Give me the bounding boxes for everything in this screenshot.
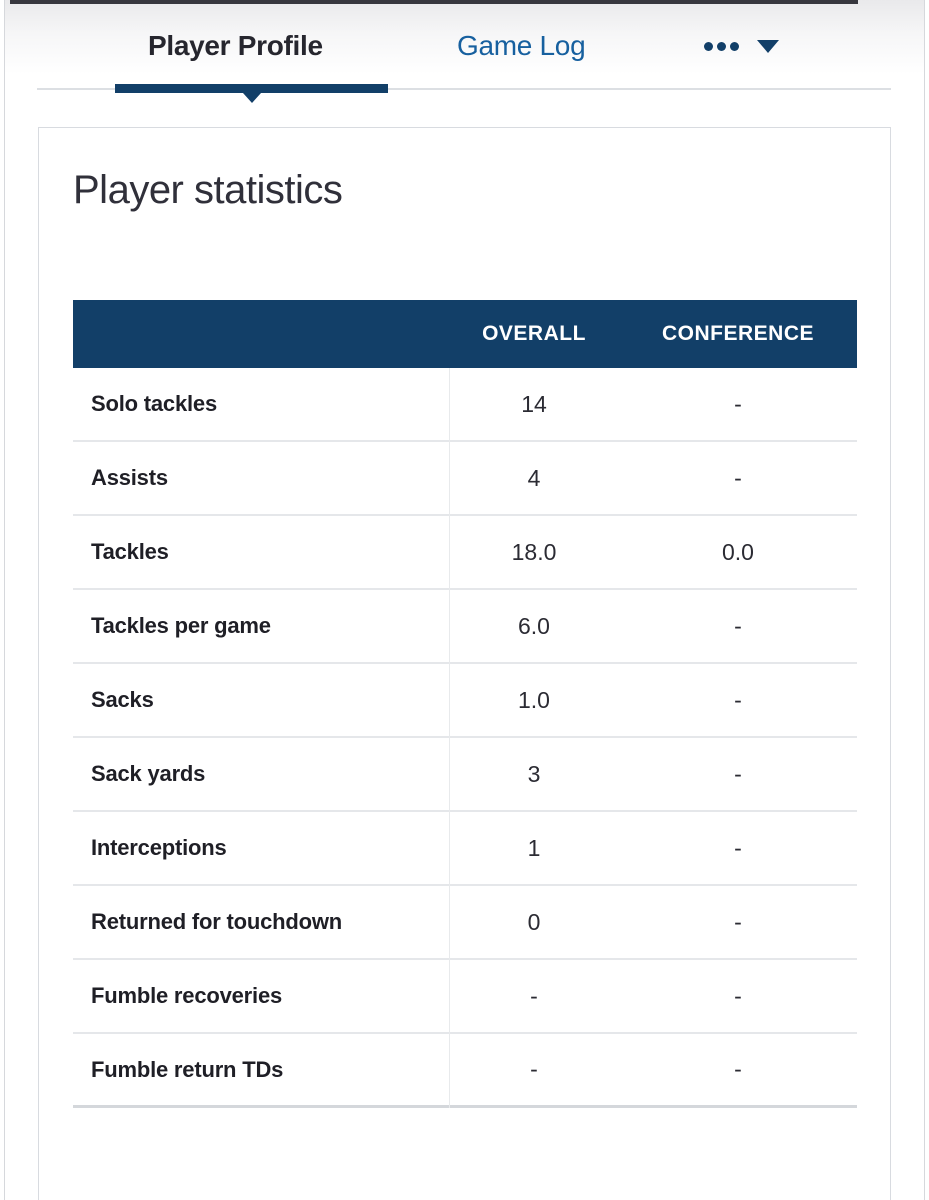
table-row: Sack yards 3 - [73, 738, 857, 812]
row-label: Interceptions [91, 835, 227, 860]
overall-value: 3 [527, 760, 541, 787]
column-header-overall: OVERALL [482, 322, 586, 345]
table-header-row: OVERALL CONFERENCE [73, 300, 857, 368]
row-label: Solo tackles [91, 391, 217, 416]
conference-value: - [734, 982, 742, 1009]
tab-game-log[interactable]: Game Log [457, 26, 586, 66]
conference-value: - [734, 464, 742, 491]
right-edge-line [924, 0, 925, 1200]
row-label: Returned for touchdown [91, 909, 343, 934]
player-statistics-card: Player statistics OVERALL CONFERENCE Sol… [38, 127, 891, 1200]
tab-bar: Player Profile Game Log [0, 0, 929, 105]
column-divider [449, 368, 450, 1108]
table-row: Fumble return TDs - - [73, 1034, 857, 1108]
conference-value: - [734, 390, 742, 417]
table-row: Solo tackles 14 - [73, 368, 857, 442]
player-statistics-table: OVERALL CONFERENCE Solo tackles 14 - Ass… [73, 300, 857, 1108]
conference-value: 0.0 [722, 538, 754, 565]
conference-value: - [734, 686, 742, 713]
overall-value: 4 [527, 464, 541, 491]
tab-baseline-divider [37, 88, 891, 90]
card-title: Player statistics [73, 168, 343, 212]
ellipsis-icon [704, 41, 743, 51]
conference-value: - [734, 760, 742, 787]
overall-value: 1.0 [518, 686, 550, 713]
row-label: Assists [91, 465, 168, 490]
overall-value: - [530, 982, 538, 1009]
table-row: Interceptions 1 - [73, 812, 857, 886]
row-label: Sack yards [91, 761, 206, 786]
overall-value: 18.0 [511, 538, 557, 565]
chevron-down-icon [757, 39, 779, 53]
more-tabs-menu-button[interactable] [704, 30, 779, 56]
row-label: Fumble return TDs [91, 1056, 284, 1082]
top-edge-bar [10, 0, 858, 4]
table-row: Sacks 1.0 - [73, 664, 857, 738]
overall-value: 14 [521, 390, 547, 417]
overall-value: 6.0 [518, 612, 550, 639]
table-row: Fumble recoveries - - [73, 960, 857, 1034]
top-gradient-background [5, 0, 924, 74]
tab-player-profile-label: Player Profile [148, 30, 323, 61]
overall-value: - [530, 1056, 538, 1082]
active-tab-notch [242, 93, 261, 103]
overall-value: 1 [527, 834, 541, 861]
row-label: Tackles per game [91, 613, 271, 638]
conference-value: - [734, 612, 742, 639]
table-row: Tackles 18.0 0.0 [73, 516, 857, 590]
table-row: Returned for touchdown 0 - [73, 886, 857, 960]
tab-game-log-label: Game Log [457, 30, 586, 61]
tab-player-profile[interactable]: Player Profile [148, 26, 323, 66]
row-label: Sacks [91, 687, 154, 712]
table-row: Tackles per game 6.0 - [73, 590, 857, 664]
conference-value: - [734, 1056, 742, 1082]
column-header-conference: CONFERENCE [661, 322, 814, 345]
row-label: Fumble recoveries [91, 983, 283, 1008]
table-row: Assists 4 - [73, 442, 857, 516]
table-body: Solo tackles 14 - Assists 4 - Tackles 18… [73, 368, 857, 1108]
row-label: Tackles [91, 539, 169, 564]
left-edge-line [4, 0, 5, 1200]
conference-value: - [734, 834, 742, 861]
conference-value: - [734, 908, 742, 935]
active-tab-indicator [115, 84, 388, 103]
overall-value: 0 [527, 908, 541, 935]
